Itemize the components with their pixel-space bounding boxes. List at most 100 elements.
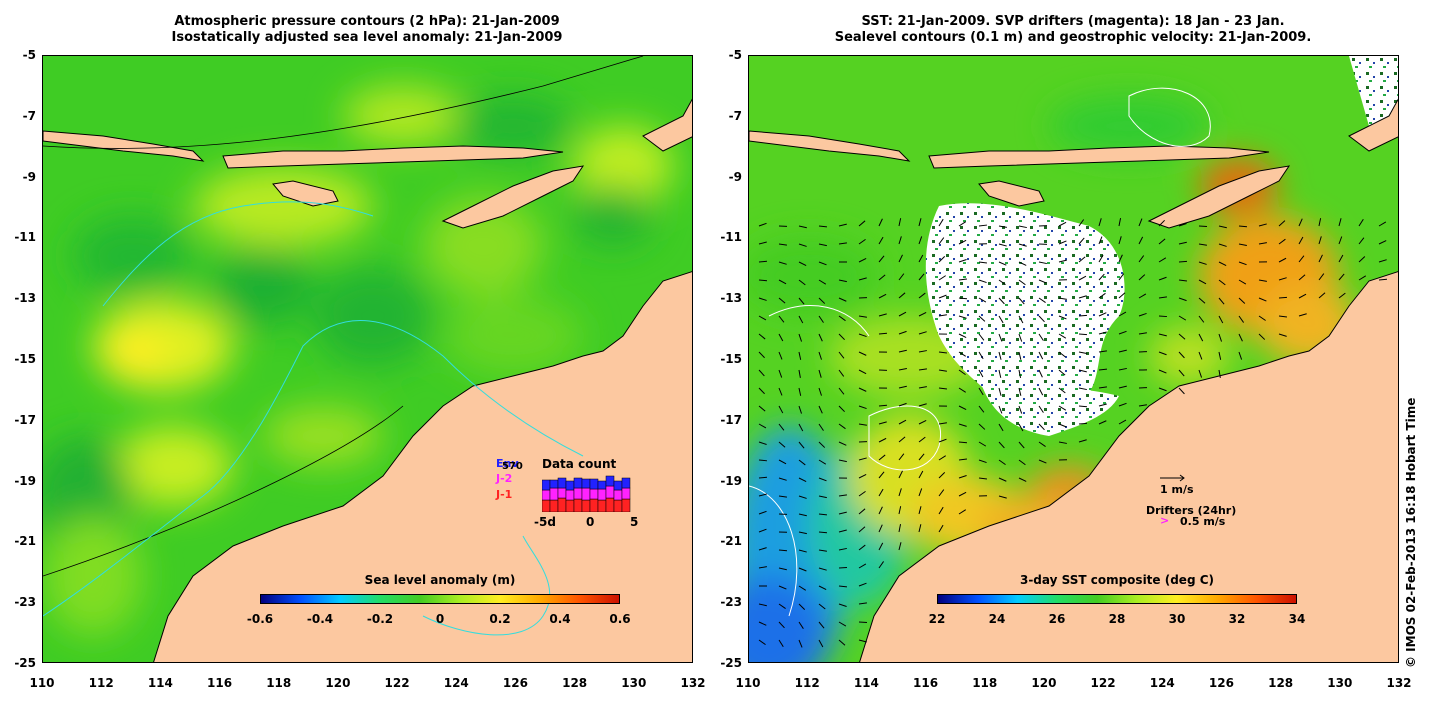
lat-tick-label: -17 <box>720 412 742 427</box>
colorbar-tick-label: 34 <box>1288 612 1306 626</box>
velocity-arrow <box>798 585 807 591</box>
velocity-arrow <box>798 315 804 324</box>
lat-tick-label: -15 <box>720 352 742 366</box>
velocity-arrow <box>918 420 927 425</box>
velocity-arrow <box>1198 369 1203 378</box>
velocity-arrow <box>798 477 807 483</box>
velocity-arrow <box>838 529 847 533</box>
velocity-arrow <box>858 490 866 497</box>
data-count-bar <box>549 487 559 501</box>
velocity-arrow <box>918 331 927 335</box>
lat-tick-label: -25 <box>720 656 742 670</box>
velocity-arrow <box>778 603 786 609</box>
velocity-arrow <box>1238 261 1247 266</box>
velocity-arrow <box>1098 331 1107 335</box>
left-map-panel <box>42 55 693 663</box>
velocity-arrow <box>1238 351 1243 360</box>
velocity-arrow <box>858 563 867 569</box>
velocity-arrow <box>1098 312 1107 317</box>
velocity-arrow <box>1198 243 1207 246</box>
velocity-arrow <box>1278 277 1287 281</box>
velocity-arrow <box>798 531 807 535</box>
lat-tick-label: -23 <box>720 595 742 610</box>
velocity-arrow <box>1258 279 1267 282</box>
velocity-arrow <box>878 404 888 407</box>
velocity-arrow <box>758 315 767 321</box>
velocity-arrow <box>758 222 767 227</box>
colorbar-tick-label: -0.4 <box>306 612 334 626</box>
velocity-arrow <box>958 387 966 393</box>
velocity-arrow <box>1058 351 1066 358</box>
velocity-arrow <box>858 582 867 587</box>
sumba-island <box>272 180 339 207</box>
velocity-arrow <box>858 315 867 318</box>
velocity-arrow <box>978 261 987 264</box>
velocity-arrow <box>838 621 847 627</box>
velocity-arrow <box>898 453 905 461</box>
velocity-arrow <box>838 639 846 646</box>
lat-tick-label: -7 <box>22 108 36 123</box>
velocity-arrow <box>1238 243 1247 246</box>
velocity-arrow <box>938 218 944 227</box>
velocity-arrow <box>1118 367 1127 371</box>
velocity-arrow <box>798 441 805 449</box>
velocity-arrow <box>938 506 944 515</box>
lon-tick-label: 122 <box>1090 676 1116 690</box>
velocity-arrow <box>958 221 967 227</box>
velocity-arrow <box>1338 218 1342 227</box>
colorbar-tick-label: -0.6 <box>246 612 274 626</box>
velocity-arrow <box>798 513 807 517</box>
velocity-arrow <box>778 279 787 285</box>
velocity-arrow <box>838 315 846 322</box>
velocity-arrow <box>1178 315 1187 321</box>
velocity-arrow <box>1198 225 1208 228</box>
cloud-mask-2 <box>979 376 1119 436</box>
velocity-arrow <box>1218 315 1224 324</box>
depth-contour <box>102 201 374 307</box>
velocity-arrow <box>758 441 767 445</box>
velocity-arrow <box>818 639 824 648</box>
velocity-arrow <box>938 524 944 533</box>
colorbar-tick-label: 0 <box>435 612 445 626</box>
lon-tick-label: 118 <box>972 676 998 690</box>
velocity-arrow <box>1238 333 1243 342</box>
left-colorbar-title: Sea level anomaly (m) <box>364 573 516 587</box>
velocity-arrow <box>1078 275 1087 281</box>
velocity-arrow <box>898 349 907 353</box>
velocity-arrow <box>898 542 902 551</box>
velocity-arrow <box>1038 279 1047 284</box>
velocity-arrow <box>858 602 867 605</box>
data-count-bar <box>605 485 615 499</box>
velocity-arrow <box>1018 315 1024 324</box>
lat-tick-label: -9 <box>728 169 742 184</box>
velocity-arrow <box>1178 297 1187 302</box>
velocity-arrow <box>1258 333 1266 340</box>
velocity-arrow <box>838 369 845 377</box>
velocity-arrow <box>958 333 967 339</box>
velocity-arrow <box>778 351 783 360</box>
velocity-arrow <box>958 441 968 444</box>
lat-tick-label: -15 <box>14 352 36 366</box>
velocity-arrow <box>758 493 767 497</box>
velocity-arrow <box>1198 279 1207 285</box>
velocity-arrow <box>818 279 827 285</box>
velocity-arrow <box>1058 369 1066 376</box>
small-island-north <box>1348 98 1398 152</box>
velocity-arrow <box>1298 293 1307 299</box>
velocity-arrow <box>978 477 987 480</box>
velocity-arrow <box>858 639 867 643</box>
velocity-arrow <box>1098 386 1107 389</box>
velocity-arrow <box>1138 255 1145 263</box>
velocity-arrow <box>1218 279 1226 286</box>
velocity-arrow <box>1178 279 1188 282</box>
colorbar-tick-label: 0.2 <box>489 612 511 626</box>
velocity-arrow <box>858 333 867 338</box>
velocity-arrow <box>1118 292 1126 299</box>
legend-env: Env <box>496 457 519 470</box>
velocity-arrow <box>1078 256 1086 263</box>
velocity-arrow <box>1338 273 1345 281</box>
velocity-arrow <box>878 236 884 245</box>
velocity-arrow <box>858 457 867 461</box>
velocity-arrow <box>918 350 927 353</box>
data-count-bar <box>589 478 599 490</box>
